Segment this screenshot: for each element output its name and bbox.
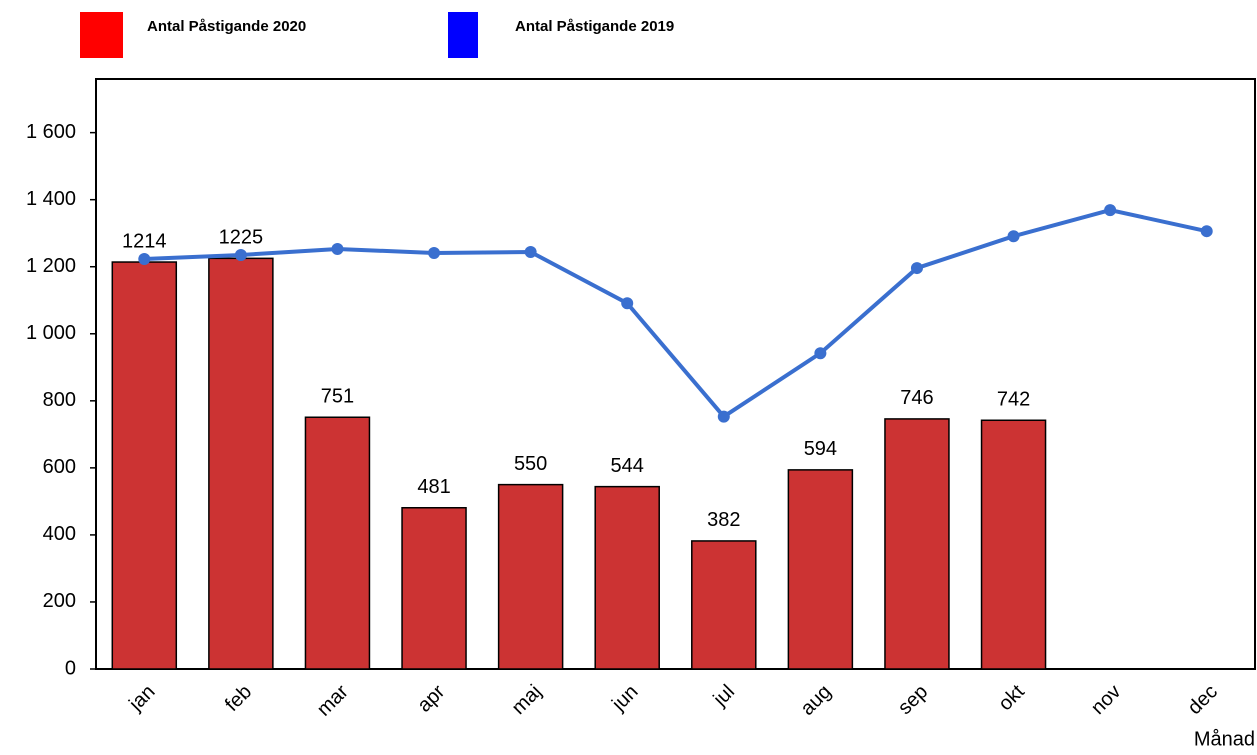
- x-tick-label: okt: [994, 680, 1029, 715]
- y-tick-label: 1 600: [26, 121, 76, 143]
- bar: [208, 257, 274, 670]
- x-tick-label: feb: [221, 681, 256, 716]
- y-tick-label: 1 200: [26, 255, 76, 277]
- y-tick-label: 1 000: [26, 322, 76, 344]
- bar: [787, 469, 854, 670]
- y-tick-label: 200: [43, 590, 76, 612]
- y-tick-label: 400: [43, 523, 76, 545]
- data-label: 1214: [122, 230, 167, 252]
- y-tick-label: 1 400: [26, 188, 76, 210]
- y-tick-label: 600: [43, 456, 76, 478]
- line-point: [331, 242, 344, 255]
- bar: [401, 507, 467, 670]
- x-tick-label: sep: [894, 681, 932, 719]
- line-point: [428, 246, 441, 259]
- data-label: 1225: [219, 227, 264, 249]
- x-tick-label: mar: [313, 680, 353, 720]
- x-tick-label: dec: [1184, 681, 1222, 719]
- line-point: [138, 253, 151, 266]
- line-point: [1200, 225, 1213, 238]
- data-label: 550: [514, 453, 547, 475]
- legend-label: Antal Påstigande 2020: [147, 18, 306, 35]
- line: [144, 208, 1208, 420]
- bar: [594, 485, 660, 670]
- data-label: 746: [900, 387, 933, 409]
- x-tick-label: maj: [508, 681, 546, 719]
- line-point: [234, 248, 247, 261]
- bar: [884, 418, 950, 670]
- legend-swatch: [80, 12, 123, 58]
- bar: [497, 483, 564, 670]
- bar: [111, 261, 178, 670]
- x-axis-label: Månad: [1194, 728, 1255, 750]
- line-point: [621, 297, 634, 310]
- data-label: 594: [804, 438, 837, 460]
- data-label: 382: [707, 509, 740, 531]
- line-point: [1104, 204, 1117, 217]
- x-tick-label: apr: [413, 680, 449, 716]
- legend-swatch: [448, 12, 478, 58]
- plot-frame: [95, 78, 1256, 670]
- x-tick-label: aug: [796, 681, 835, 720]
- line-point: [1007, 230, 1020, 243]
- x-tick-label: jul: [709, 681, 739, 711]
- line-point: [717, 410, 730, 423]
- legend-label: Antal Påstigande 2019: [515, 18, 674, 35]
- y-tick-label: 0: [65, 657, 76, 679]
- x-tick-label: jan: [124, 681, 159, 716]
- y-tick-label: 800: [43, 389, 76, 411]
- x-tick-label: jun: [607, 681, 642, 716]
- data-label: 742: [997, 389, 1030, 411]
- bar: [980, 419, 1047, 670]
- line-point: [910, 262, 923, 275]
- data-label: 481: [417, 476, 450, 498]
- bar: [691, 540, 757, 670]
- line-point: [814, 347, 827, 360]
- data-label: 751: [321, 386, 354, 408]
- line-point: [524, 245, 537, 258]
- x-tick-label: nov: [1087, 681, 1125, 719]
- data-label: 544: [611, 455, 644, 477]
- bar: [304, 416, 371, 670]
